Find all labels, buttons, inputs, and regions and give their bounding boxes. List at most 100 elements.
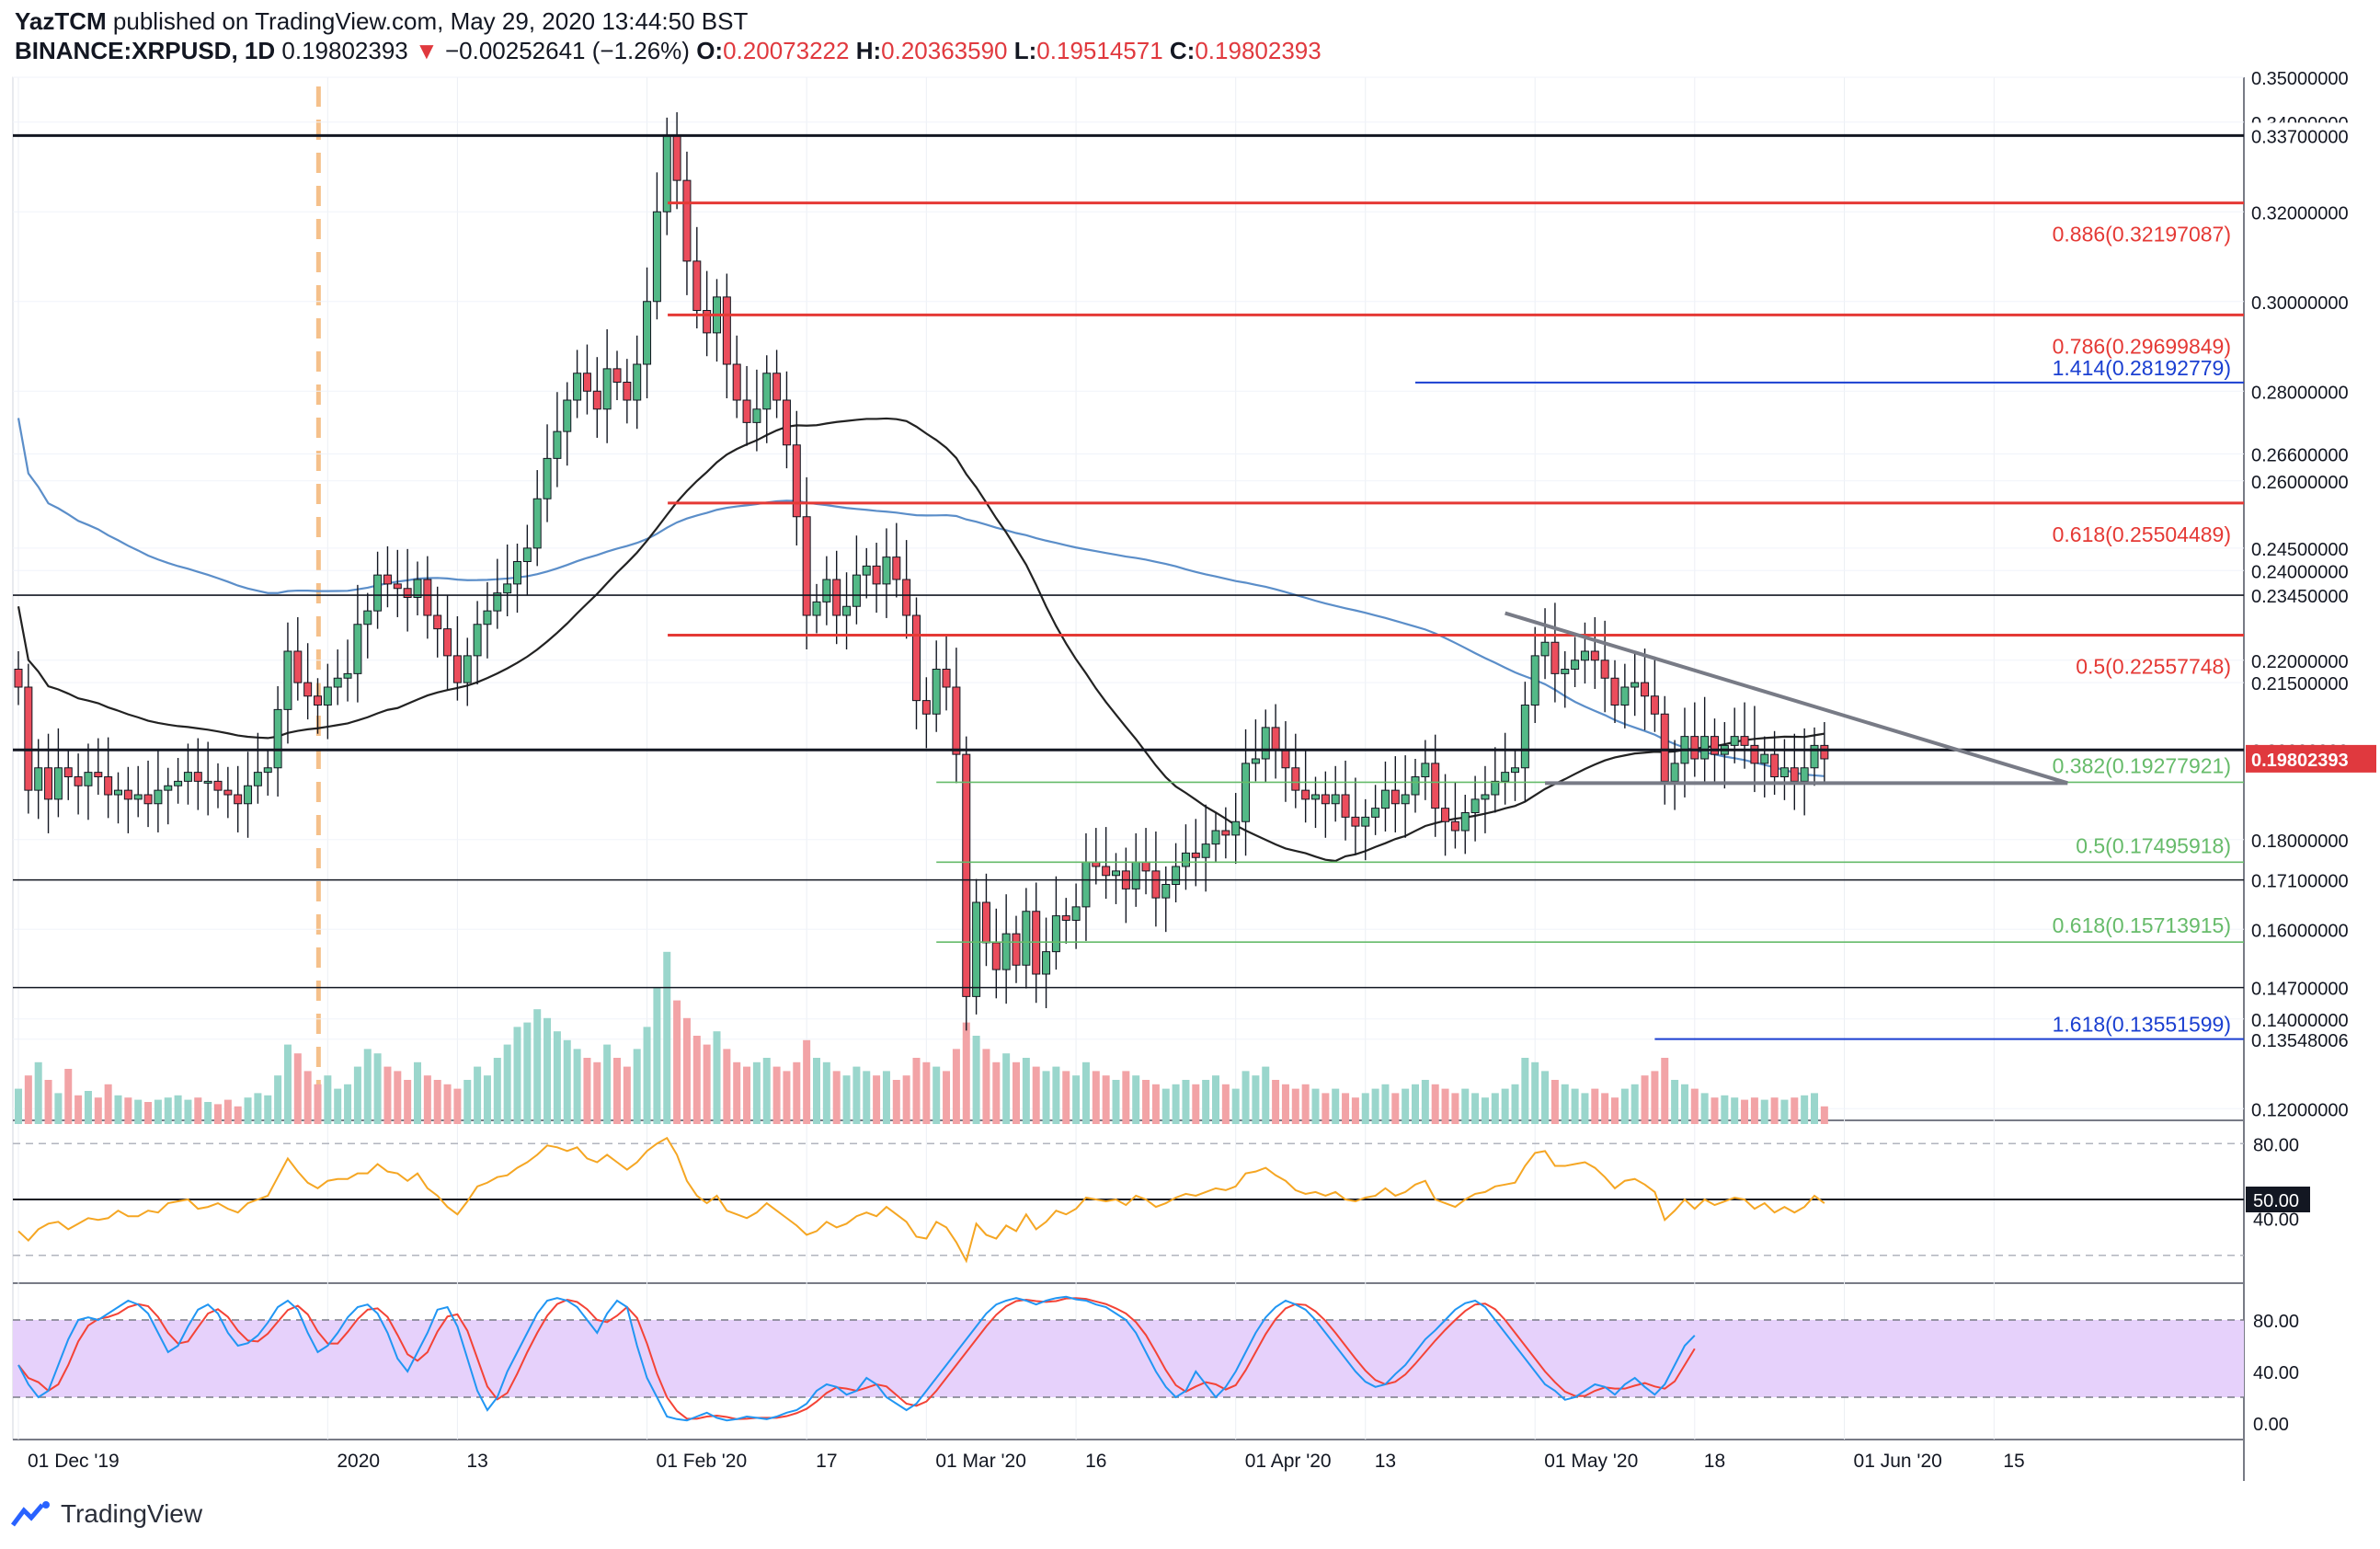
candle-body <box>94 772 103 777</box>
tradingview-brand[interactable]: TradingView <box>11 1499 202 1529</box>
candle-body <box>1571 660 1580 670</box>
candle-body <box>403 588 412 598</box>
candle-body <box>1311 794 1320 800</box>
volume-bar <box>1322 1093 1330 1124</box>
volume-bar <box>1661 1058 1669 1124</box>
stoch-axis-label: 0.00 <box>2253 1415 2289 1435</box>
volume-bar <box>54 1093 63 1124</box>
volume-bar <box>423 1075 431 1124</box>
volume-bar <box>463 1080 472 1124</box>
candle-body <box>34 767 43 791</box>
volume-bar <box>544 1017 552 1124</box>
candle-body <box>154 789 163 805</box>
y-tick-label: 0.14000000 <box>2251 1011 2349 1031</box>
candle-body <box>1421 763 1430 777</box>
open-value: 0.20073222 <box>723 37 850 64</box>
level-label: 0.33700000 <box>2251 127 2349 147</box>
level-label: 0.23450000 <box>2251 587 2349 607</box>
volume-bar <box>1072 1075 1081 1124</box>
level-label: 0.14700000 <box>2251 980 2349 1000</box>
volume-bar <box>1032 1066 1040 1124</box>
volume-bar <box>1361 1093 1369 1124</box>
rsi-line <box>17 1136 1825 1264</box>
x-tick-label: 01 Feb '20 <box>657 1451 748 1472</box>
volume-bar <box>1680 1084 1688 1124</box>
y-tick-label: 0.35000000 <box>2251 69 2349 89</box>
volume-bar <box>223 1099 232 1124</box>
candle-body <box>1450 820 1459 832</box>
x-tick-label: 01 Dec '19 <box>28 1451 120 1472</box>
volume-bar <box>912 1058 921 1124</box>
volume-bar <box>1371 1088 1379 1124</box>
volume-bar <box>24 1075 32 1124</box>
candle-body <box>942 669 951 688</box>
candle-body <box>53 767 63 800</box>
y-tick-label: 0.16000000 <box>2251 921 2349 941</box>
volume-bar <box>1501 1088 1509 1124</box>
rsi-axis-label: 50.00 <box>2253 1191 2299 1211</box>
volume-bar <box>813 1058 820 1124</box>
price-change: −0.00252641 (−1.26%) <box>444 37 690 64</box>
volume-bar <box>303 1071 312 1124</box>
volume-bar <box>274 1075 282 1124</box>
volume-bar <box>762 1058 771 1124</box>
volume-bar <box>15 1088 22 1124</box>
volume-bar <box>314 1084 322 1124</box>
candle-body <box>812 601 821 616</box>
volume-bar <box>533 1009 542 1124</box>
symbol[interactable]: BINANCE:XRPUSD, 1D <box>15 37 276 64</box>
level-label-bg <box>2246 974 2376 1001</box>
x-tick-label: 01 Jun '20 <box>1854 1451 1942 1472</box>
candle-body <box>732 363 741 401</box>
volume-bar <box>1471 1093 1480 1124</box>
candle-body <box>483 610 492 625</box>
candle-body <box>1820 744 1829 760</box>
candle-body <box>1251 758 1260 764</box>
volume-bar <box>783 1071 791 1124</box>
volume-bar <box>1731 1097 1739 1124</box>
candle-body <box>842 605 852 616</box>
volume-bar <box>1581 1093 1589 1124</box>
volume-bar <box>493 1058 501 1124</box>
candle-body <box>682 179 692 262</box>
volume-bar <box>134 1099 143 1124</box>
stoch-band <box>13 1320 2244 1397</box>
volume-bar <box>74 1095 83 1124</box>
candle-body <box>44 767 53 800</box>
volume-bar <box>1412 1084 1419 1124</box>
author[interactable]: YazTCM <box>15 7 107 35</box>
volume-bar <box>962 1022 970 1124</box>
candle-body <box>393 583 402 590</box>
volume-bar <box>1491 1093 1499 1124</box>
volume-bar <box>1062 1071 1070 1124</box>
candle-body <box>782 399 791 446</box>
candle-body <box>1411 776 1420 796</box>
open-label: O: <box>696 37 724 64</box>
volume-bar <box>1481 1097 1489 1124</box>
candle-body <box>1321 794 1330 805</box>
volume-bar <box>1620 1088 1629 1124</box>
candle-body <box>1271 727 1280 751</box>
volume-bar <box>933 1066 941 1124</box>
candle-body <box>1051 915 1060 953</box>
volume-bar <box>1342 1093 1350 1124</box>
volume-bar <box>124 1097 132 1124</box>
candle-body <box>463 655 472 683</box>
volume-bar <box>1791 1097 1799 1124</box>
volume-bar <box>902 1075 910 1124</box>
volume-bar <box>663 951 671 1124</box>
candle-body <box>1042 951 1051 975</box>
volume-bar <box>244 1097 252 1124</box>
last-price: 0.19802393 <box>281 37 408 64</box>
candle-body <box>912 614 921 702</box>
candle-body <box>1201 843 1210 858</box>
x-tick-label: 18 <box>1704 1451 1725 1472</box>
y-tick-label: 0.13548006 <box>2251 1031 2349 1051</box>
candle-body <box>244 785 253 805</box>
current-price-label: 0.19802393 <box>2251 751 2349 771</box>
volume-bar <box>1721 1095 1729 1124</box>
candle-body <box>1281 749 1290 769</box>
volume-bar <box>1511 1084 1519 1124</box>
candle-body <box>193 772 202 782</box>
